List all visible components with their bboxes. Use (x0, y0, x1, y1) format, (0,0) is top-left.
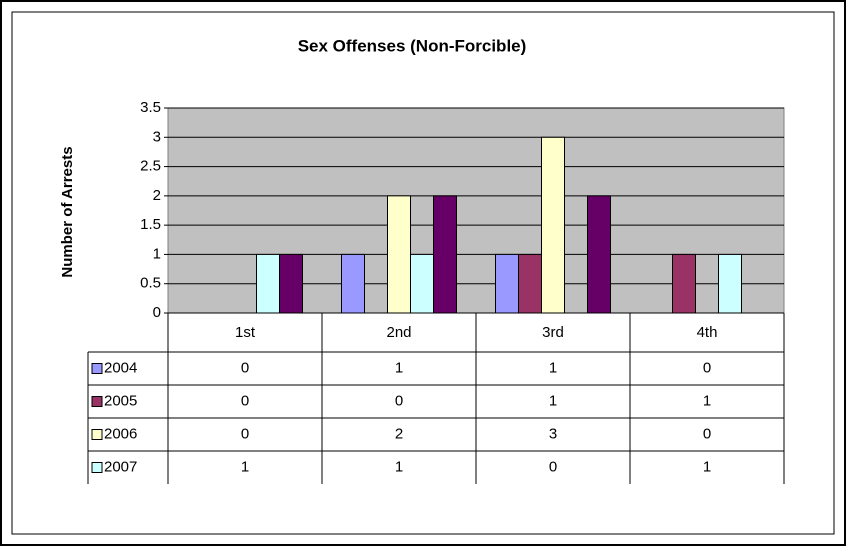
y-tick-label: 1.5 (140, 216, 161, 233)
table-value: 0 (549, 458, 557, 475)
x-tick-label: 4th (697, 324, 718, 341)
table-value: 1 (395, 458, 403, 475)
bar (718, 253, 742, 314)
x-tick-label: 3rd (542, 324, 564, 341)
table-value: 0 (395, 392, 403, 409)
bar (387, 195, 411, 314)
legend-label: 2006 (104, 425, 137, 442)
bar (672, 253, 696, 314)
table-value: 1 (549, 359, 557, 376)
table-value: 1 (703, 392, 711, 409)
chart-title: Sex Offenses (Non-Forcible) (298, 36, 527, 55)
bar (518, 253, 542, 314)
bar (495, 253, 519, 314)
legend-key (91, 429, 103, 440)
table-value: 2 (395, 425, 403, 442)
bar (433, 195, 457, 314)
table-value: 1 (395, 359, 403, 376)
bar (587, 195, 611, 314)
table-value: 1 (703, 458, 711, 475)
legend-label: 2007 (104, 458, 137, 475)
y-tick-label: 1 (153, 245, 161, 262)
x-tick-label: 2nd (386, 324, 411, 341)
table-value: 3 (549, 425, 557, 442)
table-value: 0 (241, 392, 249, 409)
table-value: 0 (241, 425, 249, 442)
bar (256, 253, 280, 314)
y-tick-label: 2.5 (140, 158, 161, 175)
table-value: 0 (241, 359, 249, 376)
legend-key (91, 363, 103, 374)
y-tick-label: 0 (153, 304, 161, 321)
table-value: 1 (241, 458, 249, 475)
y-tick-label: 2 (153, 187, 161, 204)
bar (341, 253, 365, 314)
x-tick-label: 1st (235, 324, 256, 341)
table-value: 0 (703, 359, 711, 376)
legend-key (91, 462, 103, 473)
table-value: 1 (549, 392, 557, 409)
y-tick-label: 0.5 (140, 275, 161, 292)
table-value: 0 (703, 425, 711, 442)
bar (410, 253, 434, 314)
y-axis-title: Number of Arrests (59, 146, 76, 277)
bar (541, 136, 565, 314)
legend-label: 2005 (104, 392, 137, 409)
y-tick-label: 3.5 (140, 99, 161, 116)
legend-label: 2004 (104, 359, 137, 376)
y-tick-label: 3 (153, 128, 161, 145)
legend-key (91, 396, 103, 407)
bar (279, 253, 303, 314)
